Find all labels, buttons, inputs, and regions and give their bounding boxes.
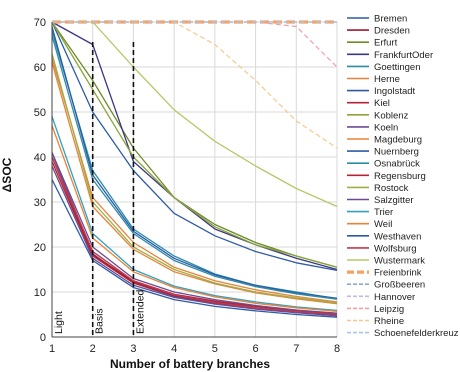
legend-label: Freienbrink [374,268,422,279]
series-line-magdeburg [51,62,338,305]
config-marker-label: Extended [134,289,146,334]
series-line-koeln [51,152,338,314]
legend-label: Salzgitter [374,195,414,206]
series-line-weil [51,125,338,313]
y-tick-label: 10 [34,287,46,299]
y-tick-label: 40 [34,152,46,164]
series-line-trier [51,116,338,312]
y-tick-label: 60 [34,62,46,74]
x-tick-label: 4 [171,343,177,355]
legend-label: Herne [374,74,400,85]
legend-label: Nuernberg [374,147,419,158]
legend-label: Koblenz [374,110,409,121]
legend-label: Koeln [374,122,398,133]
legend-label: Westhaven [374,231,421,242]
legend-label: Weil [374,219,392,230]
x-tick-label: 7 [293,343,299,355]
legend-label: Bremen [374,14,407,25]
x-tick-label: 8 [334,343,340,355]
x-axis-title: Number of battery branches [110,357,270,371]
legend-label: Rostock [374,183,409,194]
series-line-rostock [51,53,338,304]
series-line-osnabr-ck [51,35,338,300]
series-line-koblenz [51,21,338,268]
x-tick-label: 2 [90,343,96,355]
config-marker-label: Basis [94,308,106,334]
legend-label: Dresden [374,26,410,37]
legend-label: Erfurt [374,38,398,49]
x-tick-label: 1 [49,343,55,355]
series-line-goettingen [51,30,338,300]
y-tick-label: 0 [40,332,46,344]
series-line-wolfsburg [51,156,338,316]
legend-label: Schoenefelderkreuz [374,328,459,339]
legend: BremenDresdenErfurtFrankfurtOderGoetting… [347,14,459,339]
legend-label: Osnabrück [374,159,420,170]
axes: 0 10 20 30 40 50 60 70 1 2 3 4 5 6 7 8 [34,17,340,355]
series-line-rheine [52,21,338,149]
series-line-nuernberg [51,26,338,299]
series-line-herne [51,57,338,303]
x-tick-label: 3 [130,343,136,355]
series-line-salzgitter [51,165,338,317]
y-axis-title: ΔSOC [0,157,14,192]
y-tick-label: 70 [34,17,46,29]
legend-label: Wolfsburg [374,243,417,254]
y-tick-label: 50 [34,107,46,119]
series-line-wustermark [52,21,338,208]
legend-label: Wustermark [374,256,425,267]
x-tick-label: 5 [212,343,218,355]
legend-label: Kiel [374,98,390,109]
y-tick-label: 20 [34,242,46,254]
y-tick-label: 30 [34,197,46,209]
legend-label: Leipzig [374,304,404,315]
series-line-ingolstadt [51,21,338,272]
legend-label: Goettingen [374,62,420,73]
series-line-westhaven [51,179,338,318]
series-line-leipzig [52,21,338,68]
series-lines [51,20,338,318]
x-tick-label: 6 [253,343,259,355]
config-marker-label: Light [53,311,65,334]
legend-label: Magdeburg [374,135,422,146]
gridlines [51,21,338,338]
legend-label: Rheine [374,316,404,327]
legend-label: Großbeeren [374,280,425,291]
series-line-frankfurtoder [51,21,338,271]
series-line-erfurt [51,21,338,268]
legend-label: Regensburg [374,171,426,182]
legend-label: FrankfurtOder [374,50,433,61]
config-markers: Light Basis Extended [53,42,146,337]
legend-label: Trier [374,207,393,218]
legend-label: Hannover [374,292,415,303]
legend-label: Ingolstadt [374,86,416,97]
